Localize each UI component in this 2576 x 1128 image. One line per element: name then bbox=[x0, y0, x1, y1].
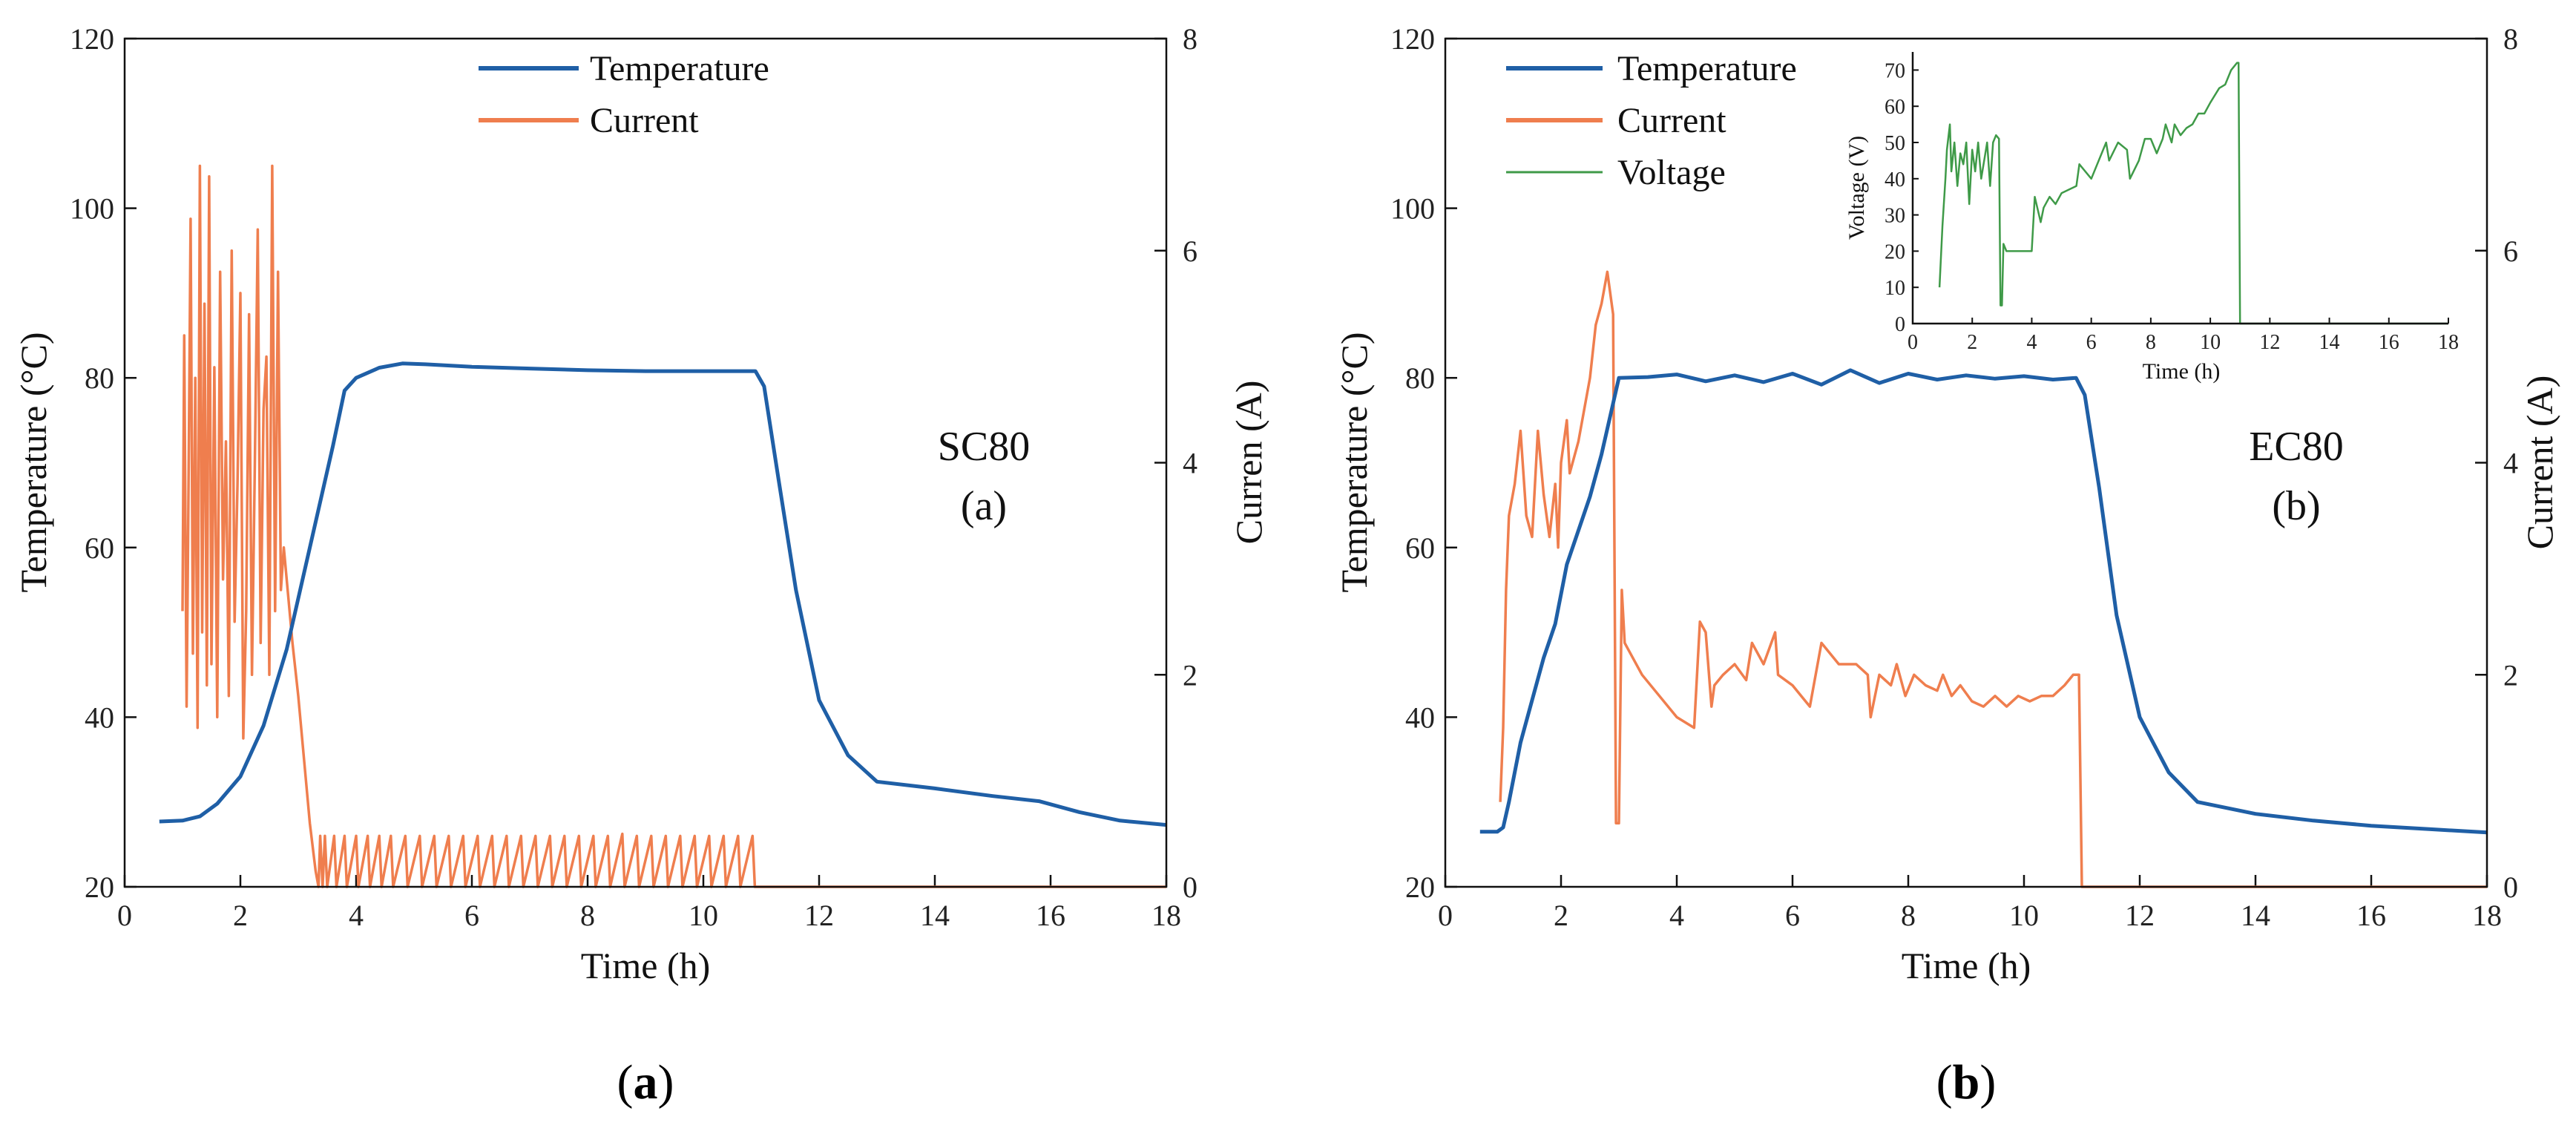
inset-axes bbox=[1911, 52, 2448, 325]
panel-a-x-tick-label: 18 bbox=[1151, 899, 1181, 932]
inset-series bbox=[1938, 62, 2448, 325]
panel-a-x-tick-label: 14 bbox=[920, 899, 950, 932]
panel-a-y2-tick-label: 0 bbox=[1183, 870, 1197, 904]
panel-a-series-temperature bbox=[159, 361, 1167, 827]
panel-b-y2-tick-label: 8 bbox=[2503, 22, 2518, 56]
panel-a-annotation-sub: (a) bbox=[961, 483, 1007, 529]
inset-y-tick-label: 0 bbox=[1895, 313, 1905, 336]
inset-background bbox=[1899, 46, 2471, 343]
panel-b-annotation-sub: (b) bbox=[2272, 483, 2320, 529]
panel-a-series bbox=[159, 164, 1167, 888]
panel-b-y2-tick-label: 4 bbox=[2503, 447, 2518, 480]
inset-ticks: 0 2 4 6 8 10 12 14 16 18 0 10 20 30 40 50 60 70 bbox=[1885, 59, 2459, 354]
caption-a: (a) bbox=[617, 1055, 674, 1109]
panel-b-y-tick-label: 120 bbox=[1390, 22, 1435, 56]
inset-x-tick-label: 4 bbox=[2026, 331, 2037, 354]
panel-a-x-tick-label: 12 bbox=[804, 899, 834, 932]
panel-a-y2-tick-label: 2 bbox=[1183, 658, 1197, 692]
panel-b-legend-current: Current bbox=[1617, 101, 1726, 140]
panel-a-x-tick-label: 16 bbox=[1036, 899, 1065, 932]
panel-a-x-tick-label: 2 bbox=[233, 899, 248, 932]
panel-a-y2-axis-title: Curren (A) bbox=[1228, 381, 1269, 545]
panel-a-y2-tick-label: 6 bbox=[1183, 235, 1197, 268]
panel-a-x-tick-label: 10 bbox=[689, 899, 718, 932]
panel-a-y2-tick-label: 4 bbox=[1183, 447, 1197, 480]
panel-b-y2-tick-label: 0 bbox=[2503, 870, 2518, 904]
panel-b-y2-tick-label: 2 bbox=[2503, 658, 2518, 692]
panel-a-series-current bbox=[181, 164, 1166, 888]
panel-a-plot-frame bbox=[123, 37, 1168, 888]
panel-b-x-tick-label: 4 bbox=[1669, 899, 1684, 932]
panel-a-x-tick-label: 8 bbox=[580, 899, 595, 932]
panel-a-y-tick-label: 120 bbox=[70, 22, 114, 56]
inset-x-tick-label: 16 bbox=[2379, 331, 2399, 354]
inset-x-tick-label: 12 bbox=[2259, 331, 2280, 354]
panel-b-x-tick-label: 16 bbox=[2356, 899, 2386, 932]
panel-b-y-tick-label: 20 bbox=[1405, 870, 1435, 904]
panel-b-x-tick-label: 6 bbox=[1785, 899, 1800, 932]
panel-a-y2-tick-label: 8 bbox=[1183, 22, 1197, 56]
inset-x-tick-label: 0 bbox=[1908, 331, 1918, 354]
panel-b-plot-frame bbox=[1444, 37, 2488, 888]
panel-a-x-tick-label: 0 bbox=[117, 899, 132, 932]
panel-a-y-tick-label: 60 bbox=[85, 531, 114, 565]
panel-b-x-tick-label: 18 bbox=[2472, 899, 2502, 932]
panel-a: 0 2 4 6 8 10 12 14 16 18 20 40 60 80 100 120 0 2 4 6 8 Time … bbox=[13, 22, 1269, 986]
panel-b-y-tick-label: 40 bbox=[1405, 701, 1435, 734]
panel-b-legend-temperature: Temperature bbox=[1617, 49, 1797, 88]
panel-a-ticks: 0 2 4 6 8 10 12 14 16 18 20 40 60 80 100 120 0 2 4 6 8 bbox=[70, 22, 1197, 932]
panel-b-annotation-label: EC80 bbox=[2249, 424, 2344, 470]
inset-y-tick-label: 30 bbox=[1885, 205, 1905, 228]
panel-b-x-tick-label: 0 bbox=[1438, 899, 1453, 932]
panel-a-x-tick-label: 6 bbox=[464, 899, 479, 932]
panel-a-legend-temperature: Temperature bbox=[590, 49, 769, 88]
inset-x-axis-title: Time (h) bbox=[2143, 359, 2221, 384]
inset-y-tick-label: 20 bbox=[1885, 240, 1905, 263]
inset-x-tick-label: 2 bbox=[1967, 331, 1977, 354]
panel-a-y-tick-label: 40 bbox=[85, 701, 114, 734]
panel-a-x-axis-title: Time (h) bbox=[581, 945, 711, 986]
panel-a-y-tick-label: 100 bbox=[70, 192, 114, 226]
inset-y-axis-title: Voltage (V) bbox=[1844, 136, 1869, 240]
panel-b-x-tick-label: 10 bbox=[2009, 899, 2039, 932]
inset-x-tick-label: 6 bbox=[2086, 331, 2097, 354]
panel-b-series bbox=[1479, 270, 2488, 888]
panel-a-annotation-label: SC80 bbox=[938, 424, 1031, 470]
panel-b-x-tick-label: 2 bbox=[1554, 899, 1568, 932]
panel-b-x-tick-label: 8 bbox=[1901, 899, 1916, 932]
panel-b-y2-tick-label: 6 bbox=[2503, 235, 2518, 268]
panel-b-y-tick-label: 60 bbox=[1405, 531, 1435, 565]
inset-series-voltage bbox=[1938, 62, 2448, 325]
inset-y-tick-label: 50 bbox=[1885, 132, 1905, 155]
inset-y-tick-label: 70 bbox=[1885, 59, 1905, 82]
panel-b-y-tick-label: 80 bbox=[1405, 361, 1435, 395]
inset-y-tick-label: 60 bbox=[1885, 96, 1905, 119]
panel-b-x-tick-label: 14 bbox=[2241, 899, 2270, 932]
inset-y-tick-label: 10 bbox=[1885, 277, 1905, 300]
panel-b-y-tick-label: 100 bbox=[1390, 192, 1435, 226]
panel-b-series-current bbox=[1499, 270, 2487, 888]
panel-b-y-axis-title: Temperature (°C) bbox=[1333, 332, 1375, 592]
panel-a-y-tick-label: 80 bbox=[85, 361, 114, 395]
panel-b-x-axis-title: Time (h) bbox=[1902, 945, 2031, 986]
panel-b-series-temperature bbox=[1479, 368, 2488, 835]
panel-b-y2-axis-title: Current (A) bbox=[2519, 376, 2560, 550]
inset-y-tick-label: 40 bbox=[1885, 168, 1905, 191]
inset-x-tick-label: 18 bbox=[2438, 331, 2459, 354]
caption-b: (b) bbox=[1936, 1055, 1997, 1109]
panel-a-y-tick-label: 20 bbox=[85, 870, 114, 904]
panel-b-legend-voltage: Voltage bbox=[1617, 153, 1726, 192]
panel-a-x-tick-label: 4 bbox=[349, 899, 364, 932]
inset-x-tick-label: 14 bbox=[2319, 331, 2340, 354]
panel-a-y-axis-title: Temperature (°C) bbox=[13, 332, 54, 592]
panel-b-x-tick-label: 12 bbox=[2125, 899, 2155, 932]
panel-a-legend-current: Current bbox=[590, 101, 699, 140]
inset-x-tick-label: 8 bbox=[2146, 331, 2156, 354]
inset-x-tick-label: 10 bbox=[2200, 331, 2221, 354]
